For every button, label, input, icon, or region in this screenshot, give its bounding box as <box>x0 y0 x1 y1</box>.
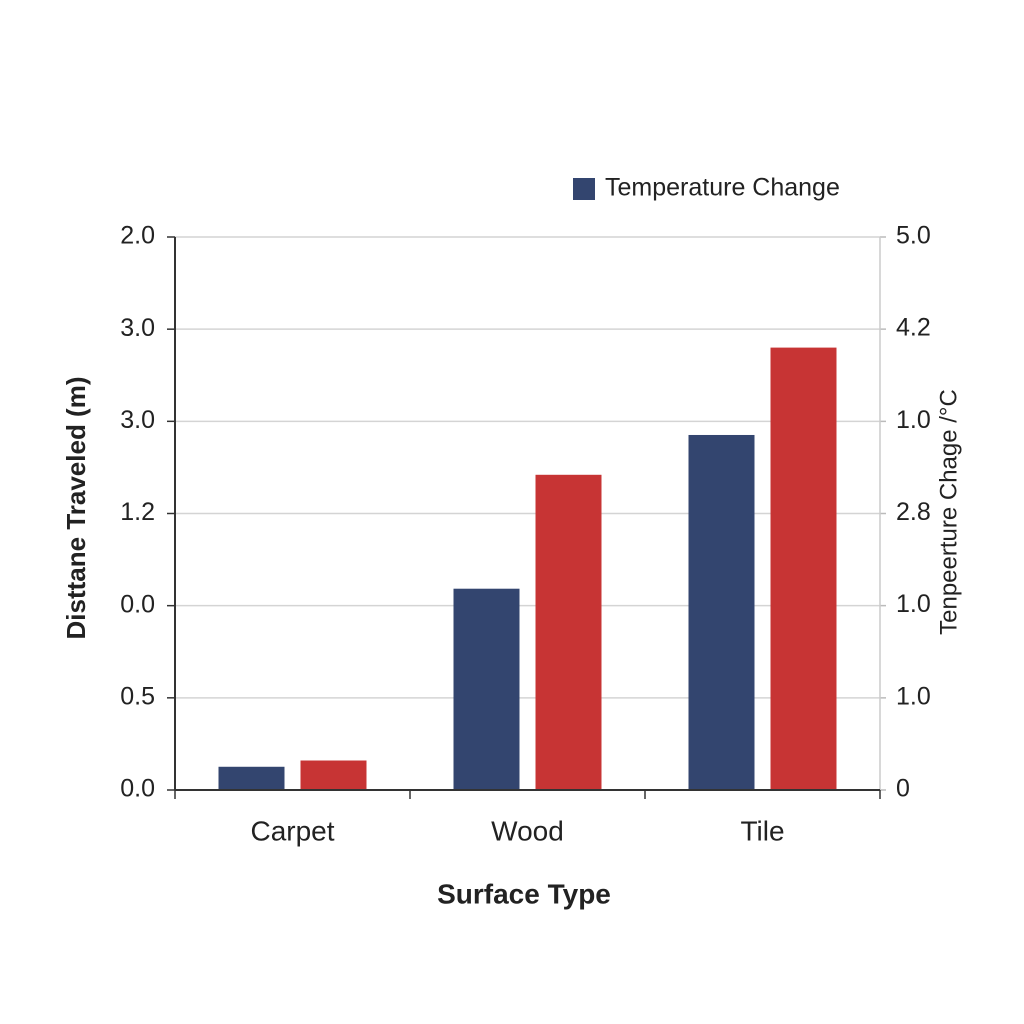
y2-axis-label: Tenpeerture Chage /°C <box>935 389 962 635</box>
y2-tick-label: 0 <box>896 775 910 803</box>
y-tick-label: 3.0 <box>120 406 155 434</box>
y-tick-label: 3.0 <box>120 314 155 342</box>
x-tick-label: Tile <box>740 815 784 846</box>
y-tick-label: 0.5 <box>120 682 155 710</box>
y-tick-label: 2.0 <box>120 222 155 250</box>
y2-tick-label: 4.2 <box>896 314 931 342</box>
y-tick-label: 0.0 <box>120 590 155 618</box>
bar <box>770 347 837 790</box>
bar <box>300 760 367 790</box>
bar <box>453 588 520 790</box>
y-axis-label: Disttane Traveled (m) <box>61 377 91 640</box>
x-tick-label: Wood <box>491 815 564 846</box>
y2-tick-label: 1.0 <box>896 590 931 618</box>
y-tick-label: 1.2 <box>120 498 155 526</box>
bar <box>688 434 755 790</box>
y-tick-label: 0.0 <box>120 775 155 803</box>
bar <box>535 474 602 790</box>
y2-tick-label: 5.0 <box>896 222 931 250</box>
legend-label: Temperature Change <box>605 174 840 202</box>
y2-tick-label: 1.0 <box>896 682 931 710</box>
y2-tick-label: 1.0 <box>896 406 931 434</box>
x-axis-label: Surface Type <box>437 878 611 909</box>
bar <box>218 766 285 790</box>
y2-tick-label: 2.8 <box>896 498 931 526</box>
x-tick-label: Carpet <box>250 815 334 846</box>
legend-swatch <box>573 178 595 200</box>
